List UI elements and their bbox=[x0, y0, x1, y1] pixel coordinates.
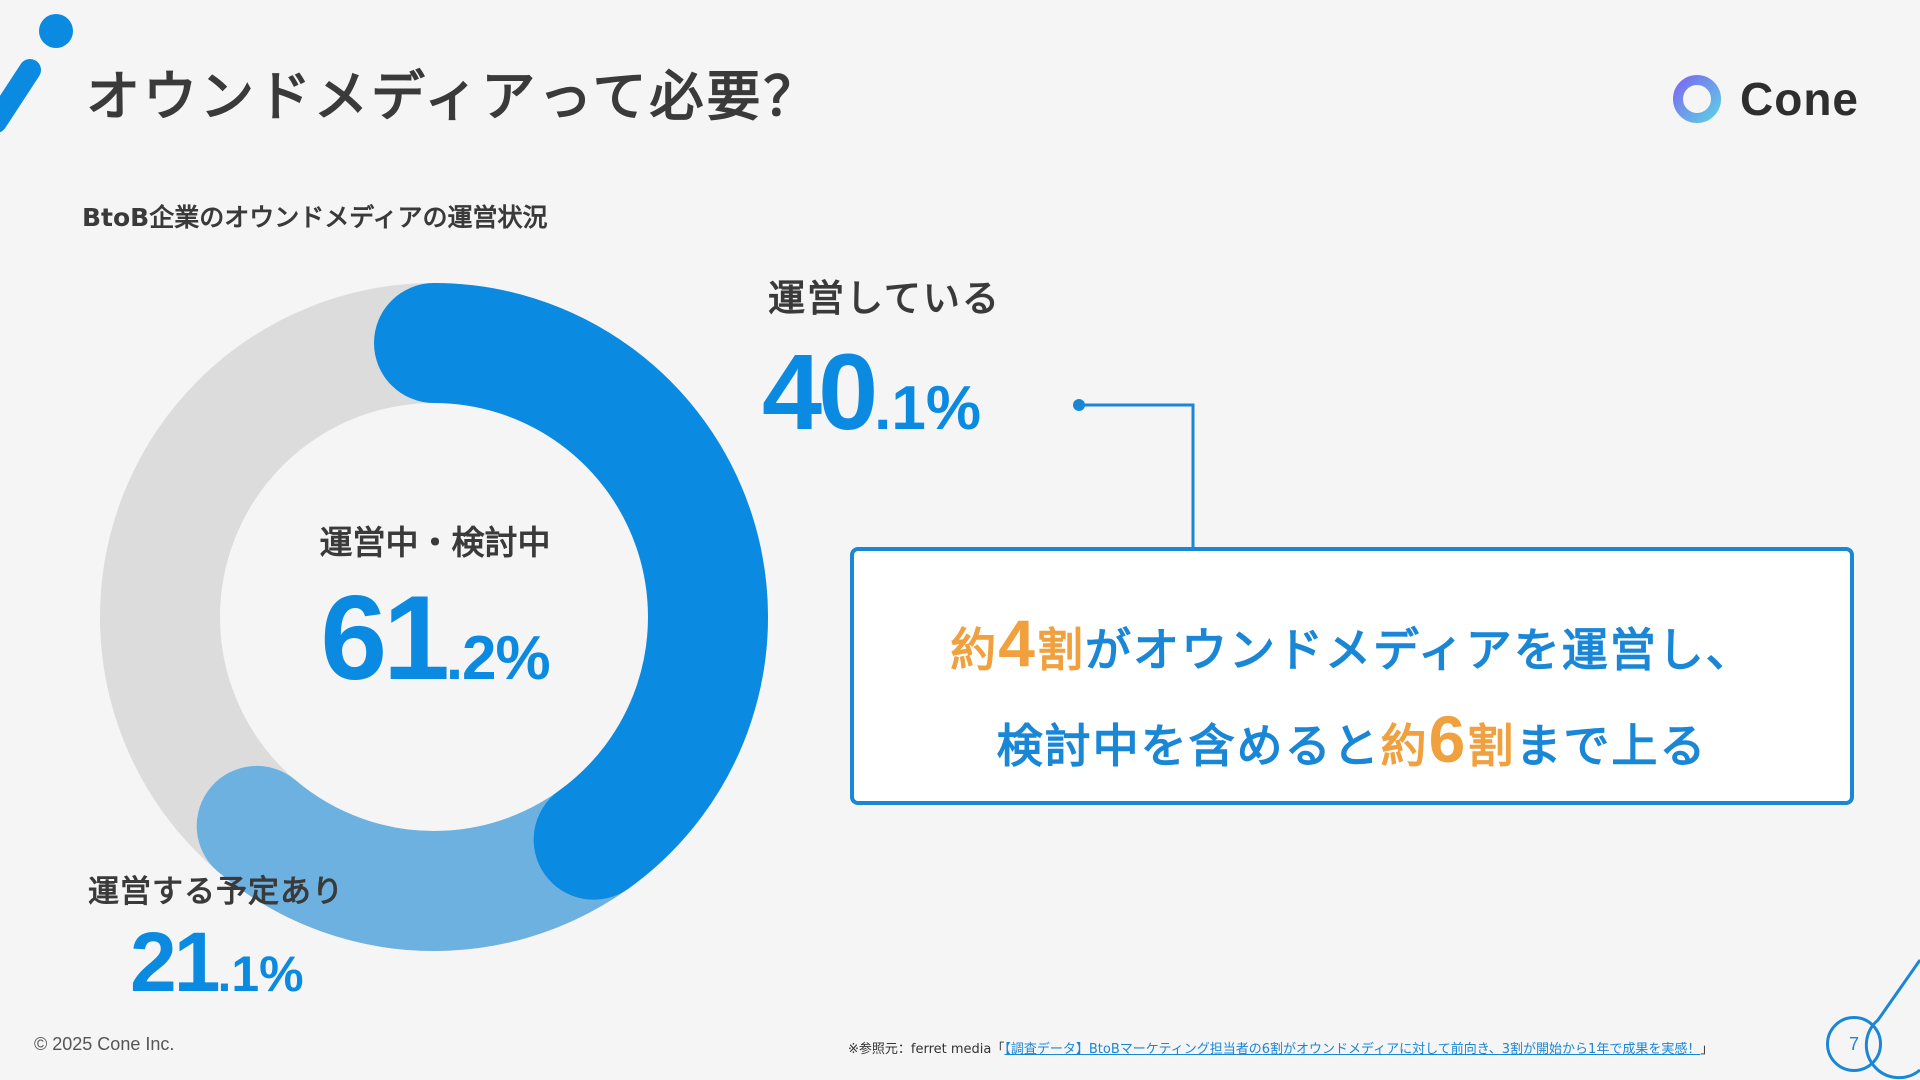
corner-decoration bbox=[0, 14, 73, 133]
center-value-decimal: .2% bbox=[445, 624, 551, 693]
donut-center-label: 運営中・検討中 bbox=[319, 523, 551, 562]
callout-line-1: 約4割がオウンドメディアを運営し、 bbox=[854, 605, 1850, 681]
callout-box: 約4割がオウンドメディアを運営し、 検討中を含めると約6割まで上る bbox=[850, 547, 1854, 805]
callout-number-6: 6 bbox=[1428, 702, 1468, 776]
callout-text-2: 検討中を含めると bbox=[996, 719, 1381, 773]
callout-approx-2: 約 bbox=[1380, 719, 1429, 773]
chart-title: BtoB企業のオウンドメディアの運営状況 bbox=[82, 203, 548, 232]
callout-line-2: 検討中を含めると約6割まで上る bbox=[854, 701, 1850, 777]
source-link[interactable]: 【調査データ】BtoBマーケティング担当者の6割がオウンドメディアに対して前向き… bbox=[1004, 1042, 1701, 1057]
logo-text: Cone bbox=[1740, 73, 1859, 125]
operating-value-decimal: .1% bbox=[874, 374, 981, 443]
source-prefix: ※参照元：ferret media「 bbox=[848, 1042, 1005, 1057]
operating-value-integer: 40 bbox=[762, 331, 878, 452]
callout-approx-1: 約 bbox=[950, 623, 999, 677]
planned-value-decimal: .1% bbox=[217, 946, 304, 1002]
cone-logo: Cone bbox=[1672, 72, 1859, 126]
source-citation: ※参照元：ferret media「【調査データ】BtoBマーケティング担当者の… bbox=[848, 1038, 1713, 1057]
source-suffix: 」 bbox=[1700, 1042, 1714, 1057]
planned-value-integer: 21 bbox=[130, 915, 220, 1009]
segment-value-planned: 21.1% bbox=[130, 920, 304, 1004]
callout-number-4: 4 bbox=[998, 606, 1037, 680]
page-number: 7 bbox=[1826, 1016, 1882, 1072]
segment-label-planned: 運営する予定あり bbox=[88, 874, 344, 910]
donut-center-value: 61.2% bbox=[240, 578, 630, 698]
segment-label-operating: 運営している bbox=[768, 277, 1001, 320]
callout-text-1: がオウンドメディアを運営し、 bbox=[1084, 623, 1754, 677]
callout-text-3: まで上る bbox=[1515, 719, 1708, 773]
donut-slice-operating bbox=[374, 283, 768, 900]
callout-wari-1: 割 bbox=[1036, 623, 1085, 677]
segment-value-operating: 40.1% bbox=[762, 338, 981, 446]
copyright: © 2025 Cone Inc. bbox=[34, 1034, 175, 1054]
cone-logo-icon bbox=[1673, 75, 1721, 123]
page-title: オウンドメディアって必要？ bbox=[86, 65, 821, 128]
center-value-integer: 61 bbox=[320, 571, 449, 705]
callout-wari-2: 割 bbox=[1467, 719, 1516, 773]
